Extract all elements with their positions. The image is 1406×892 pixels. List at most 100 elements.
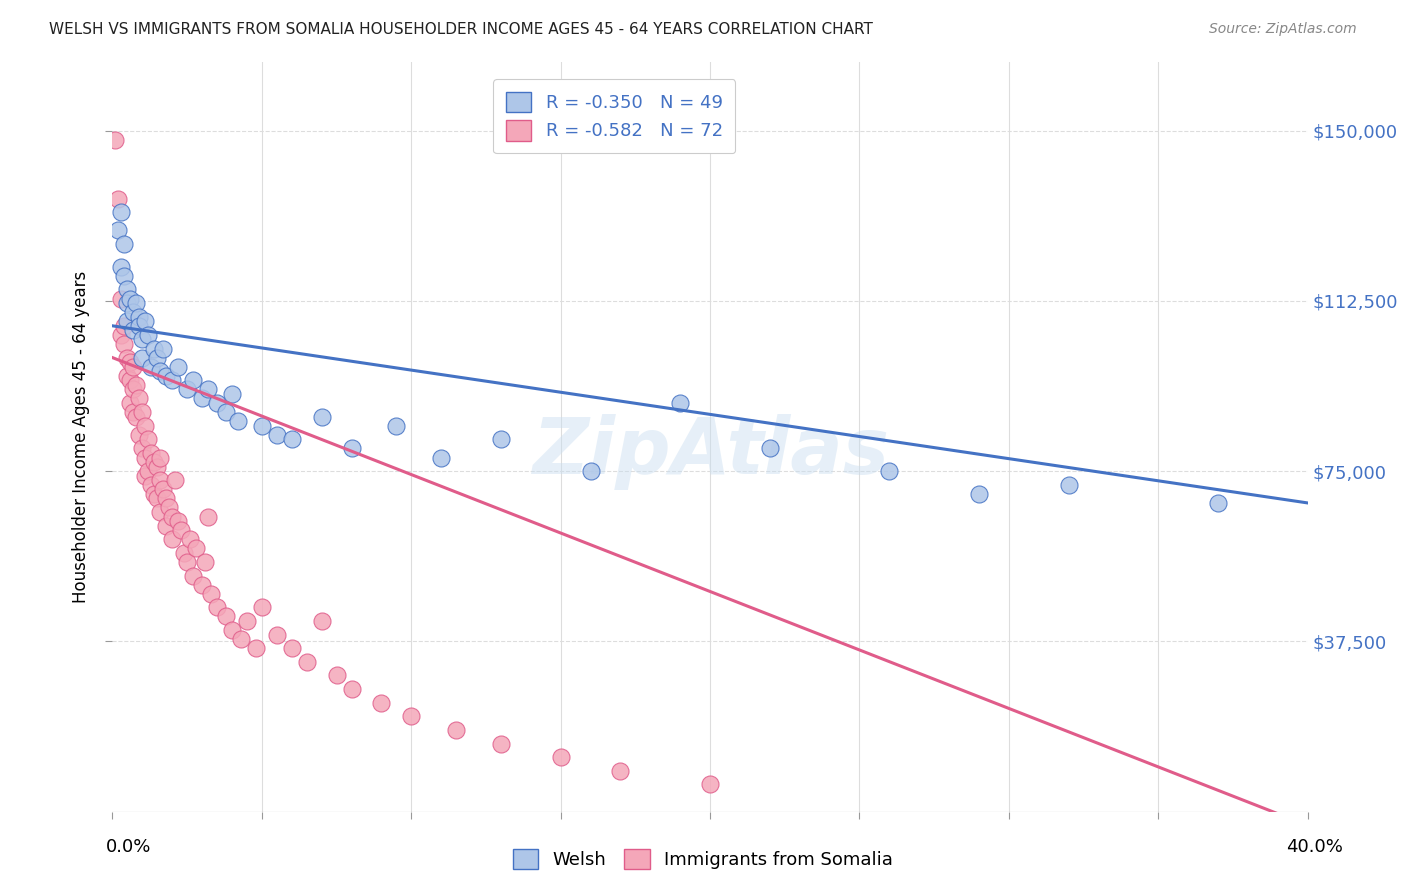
Point xyxy=(250,600,273,615)
Point xyxy=(128,427,150,442)
Point xyxy=(1057,477,1080,491)
Point xyxy=(128,318,150,333)
Point xyxy=(149,450,172,465)
Point xyxy=(149,364,172,378)
Point xyxy=(759,442,782,456)
Point xyxy=(117,351,139,365)
Point xyxy=(165,473,187,487)
Point xyxy=(141,446,163,460)
Point xyxy=(967,487,990,501)
Point xyxy=(281,433,304,447)
Point xyxy=(143,455,166,469)
Point xyxy=(125,296,148,310)
Point xyxy=(311,614,333,628)
Point xyxy=(221,623,243,637)
Point xyxy=(155,491,177,506)
Point xyxy=(266,427,288,442)
Point xyxy=(146,459,169,474)
Point xyxy=(1206,496,1229,510)
Point xyxy=(128,310,150,324)
Point xyxy=(143,342,166,356)
Point xyxy=(444,723,467,737)
Point xyxy=(149,473,172,487)
Point xyxy=(122,383,145,397)
Point xyxy=(134,314,156,328)
Point xyxy=(114,337,135,351)
Point xyxy=(167,359,190,374)
Point xyxy=(155,518,177,533)
Text: Source: ZipAtlas.com: Source: ZipAtlas.com xyxy=(1209,22,1357,37)
Legend: R = -0.350   N = 49, R = -0.582   N = 72: R = -0.350 N = 49, R = -0.582 N = 72 xyxy=(494,79,735,153)
Point xyxy=(107,192,129,206)
Point xyxy=(197,509,219,524)
Point xyxy=(579,464,602,478)
Point xyxy=(120,355,142,369)
Point xyxy=(879,464,901,478)
Point xyxy=(245,641,267,656)
Point xyxy=(107,223,129,237)
Point xyxy=(181,568,204,582)
Point xyxy=(138,327,160,342)
Point xyxy=(149,505,172,519)
Point xyxy=(229,632,252,647)
Point xyxy=(114,318,135,333)
Point xyxy=(669,396,692,410)
Point xyxy=(134,468,156,483)
Legend: Welsh, Immigrants from Somalia: Welsh, Immigrants from Somalia xyxy=(503,839,903,879)
Point xyxy=(131,333,153,347)
Point xyxy=(152,483,174,497)
Point xyxy=(215,609,238,624)
Point xyxy=(205,600,228,615)
Point xyxy=(176,555,198,569)
Point xyxy=(138,464,160,478)
Point xyxy=(170,523,193,537)
Point xyxy=(157,500,180,515)
Point xyxy=(131,351,153,365)
Point xyxy=(176,383,198,397)
Point xyxy=(430,450,453,465)
Point xyxy=(325,668,347,682)
Point xyxy=(131,442,153,456)
Point xyxy=(110,260,132,274)
Point xyxy=(117,283,139,297)
Point xyxy=(186,541,208,556)
Point xyxy=(110,205,132,219)
Point xyxy=(236,614,259,628)
Point xyxy=(194,555,217,569)
Point xyxy=(117,314,139,328)
Point xyxy=(134,418,156,433)
Point xyxy=(266,627,288,641)
Point xyxy=(221,387,243,401)
Point xyxy=(173,546,195,560)
Point xyxy=(385,418,408,433)
Point xyxy=(295,655,318,669)
Point xyxy=(143,487,166,501)
Point xyxy=(114,237,135,252)
Point xyxy=(114,268,135,283)
Point xyxy=(215,405,238,419)
Point xyxy=(155,368,177,383)
Point xyxy=(162,533,183,547)
Point xyxy=(138,433,160,447)
Point xyxy=(120,292,142,306)
Point xyxy=(146,351,169,365)
Point xyxy=(311,409,333,424)
Text: WELSH VS IMMIGRANTS FROM SOMALIA HOUSEHOLDER INCOME AGES 45 - 64 YEARS CORRELATI: WELSH VS IMMIGRANTS FROM SOMALIA HOUSEHO… xyxy=(49,22,873,37)
Point xyxy=(370,696,392,710)
Point xyxy=(281,641,304,656)
Point xyxy=(250,418,273,433)
Point xyxy=(110,327,132,342)
Point xyxy=(141,359,163,374)
Point xyxy=(120,396,142,410)
Point xyxy=(117,296,139,310)
Point xyxy=(226,414,249,428)
Point xyxy=(340,682,363,697)
Point xyxy=(162,373,183,387)
Point xyxy=(146,491,169,506)
Point xyxy=(104,133,127,147)
Point xyxy=(699,777,721,791)
Point xyxy=(122,359,145,374)
Point xyxy=(162,509,183,524)
Point xyxy=(125,377,148,392)
Point xyxy=(122,405,145,419)
